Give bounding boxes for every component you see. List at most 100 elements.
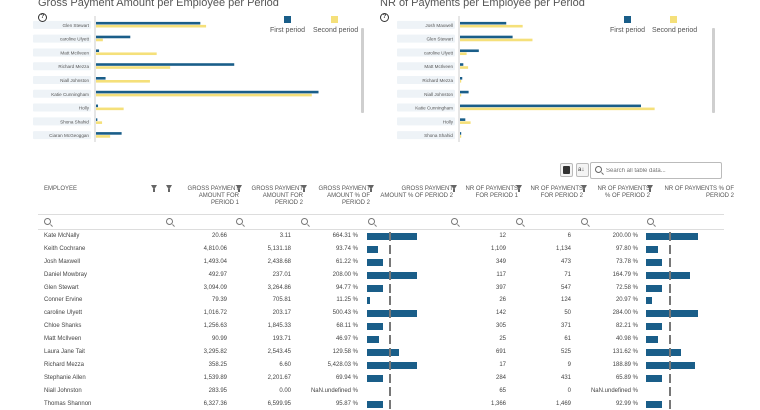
filter-icon[interactable] <box>368 185 374 192</box>
bar-second-period[interactable] <box>460 93 462 97</box>
column-header[interactable]: GROSS PAYMENT AMOUNT % OF PERIOD 2 <box>298 186 372 213</box>
legend-second-period[interactable]: Second period <box>313 16 358 34</box>
legend-second-period[interactable]: Second period <box>652 16 697 34</box>
chart-scrollbar[interactable] <box>361 28 364 113</box>
filter-icon[interactable] <box>581 185 587 192</box>
bar-first-period[interactable] <box>460 21 507 25</box>
chart-scrollbar[interactable] <box>712 28 715 113</box>
bar-second-period[interactable] <box>96 135 111 138</box>
table-row[interactable]: Glen Stewart 3,094.09 3,264.86 94.77 % 397 54… <box>38 282 724 295</box>
table-row[interactable]: Keith Cochrane 4,810.06 5,131.18 93.74 % 1,1… <box>38 243 724 256</box>
table-row[interactable]: Stephanie Allen 1,539.89 2,201.67 69.94 % 28… <box>38 372 724 385</box>
filter-icon[interactable] <box>236 185 242 192</box>
bar-second-period[interactable] <box>460 107 655 111</box>
bar-second-period[interactable] <box>96 38 103 42</box>
bar-first-period[interactable] <box>96 21 201 25</box>
bar-second-period[interactable] <box>460 52 467 56</box>
bar-first-period[interactable] <box>96 63 235 66</box>
bar-first-period[interactable] <box>460 49 479 53</box>
table-row[interactable]: caroline Ulyett 1,016.72 203.17 500.43 % 142… <box>38 307 724 320</box>
bar-first-period[interactable] <box>460 90 469 94</box>
bar-second-period[interactable] <box>96 24 207 28</box>
filter-icon[interactable] <box>516 185 522 192</box>
table-cell-name: Laura Jane Tait <box>44 349 85 356</box>
column-header[interactable]: NR OF PAYMENTS % OF PERIOD 2 <box>578 186 652 213</box>
table-row[interactable]: Laura Jane Tait 3,295.82 2,543.45 129.58 % 6… <box>38 346 724 359</box>
export-button[interactable] <box>560 163 573 177</box>
bar-first-period[interactable] <box>96 49 100 53</box>
column-filter-search-icon[interactable] <box>451 218 458 225</box>
column-header[interactable]: NR OF PAYMENTS FOR PERIOD 2 <box>513 186 585 213</box>
filter-icon[interactable] <box>647 185 653 192</box>
table-row[interactable]: Thomas Shannon 6,327.36 6,599.95 95.87 % 1,3… <box>38 398 724 410</box>
bar-second-period[interactable] <box>96 107 124 111</box>
table-cell-name: Keith Cochrane <box>44 245 86 252</box>
table-row[interactable]: Conner Ervine 79.39 705.81 11.25 % 26 124 20.9… <box>38 294 724 307</box>
bar-second-period[interactable] <box>96 80 150 83</box>
filter-icon[interactable] <box>166 185 172 192</box>
bar-first-period[interactable] <box>96 104 99 108</box>
filter-icon[interactable] <box>451 185 457 192</box>
column-header[interactable]: GROSS PAYMENT AMOUNT FOR PERIOD 2 <box>233 186 305 213</box>
column-header[interactable]: GROSS PAYMENT AMOUNT % OF PERIOD 2 <box>365 186 455 213</box>
bar-second-period[interactable] <box>96 66 171 69</box>
column-header[interactable]: GROSS PAYMENT AMOUNT FOR PERIOD 1 <box>163 186 241 213</box>
table-row[interactable]: Josh Maxwell 1,493.04 2,438.68 61.22 % 349 47… <box>38 256 724 269</box>
bar-first-period[interactable] <box>460 63 464 66</box>
bar-first-period[interactable] <box>460 132 462 135</box>
table-search[interactable] <box>590 162 722 179</box>
filter-icon[interactable] <box>301 185 307 192</box>
table-search-input[interactable] <box>606 165 718 177</box>
category-label-bg <box>397 117 455 126</box>
bar-first-period[interactable] <box>96 132 122 135</box>
table-cell-nr2: 6 <box>567 233 571 239</box>
bar-first-period[interactable] <box>96 35 131 39</box>
help-icon[interactable]: ? <box>38 13 47 22</box>
filter-icon[interactable] <box>151 185 157 192</box>
bar-first-period[interactable] <box>96 77 106 80</box>
percent-bar-fill <box>646 349 681 357</box>
table-row[interactable]: Chloe Shanks 1,256.63 1,845.33 68.11 % 305 37… <box>38 320 724 333</box>
bar-second-period[interactable] <box>460 135 462 138</box>
sort-button[interactable]: a↓ <box>576 163 589 177</box>
percent-bar-marker <box>669 257 672 267</box>
column-header[interactable]: NR OF PAYMENTS % OF PERIOD 2 <box>644 186 736 213</box>
bar-first-period[interactable] <box>460 35 513 39</box>
table-row[interactable]: Matt McIlveen 90.99 193.71 46.97 % 25 61 40.98… <box>38 333 724 346</box>
column-filter-search-icon[interactable] <box>44 218 51 225</box>
bar-second-period[interactable] <box>460 38 533 42</box>
column-filter-search-icon[interactable] <box>236 218 243 225</box>
percent-bar-fill <box>367 361 418 369</box>
sort-icon: a↓ <box>578 167 585 173</box>
column-filter-search-icon[interactable] <box>368 218 375 225</box>
bar-first-period[interactable] <box>96 90 319 94</box>
table-row[interactable]: Kate McNally 20.66 3.11 664.31 % 12 6 200.00 % <box>38 230 724 243</box>
bar-second-period[interactable] <box>460 66 469 69</box>
table-row[interactable]: Daniel Mowbray 492.97 237.01 208.00 % 117 71 1… <box>38 269 724 282</box>
bar-first-period[interactable] <box>460 118 466 121</box>
bar-second-period[interactable] <box>96 93 312 97</box>
bar-first-period[interactable] <box>96 118 98 121</box>
help-icon[interactable]: ? <box>380 13 389 22</box>
table-row[interactable]: Richard Mezza 358.25 6.60 5,428.03 % 17 9 188.… <box>38 359 724 372</box>
column-header[interactable]: NR OF PAYMENTS FOR PERIOD 1 <box>448 186 520 213</box>
bar-second-period[interactable] <box>460 121 471 124</box>
bar-second-period[interactable] <box>460 24 523 28</box>
category-label-bg <box>397 89 455 98</box>
bar-second-period[interactable] <box>460 80 462 83</box>
table-cell-name: Josh Maxwell <box>44 258 81 265</box>
table-row[interactable]: Niall Johnston 283.95 0.00 NaN.undefined % 6… <box>38 385 724 398</box>
bar-second-period[interactable] <box>96 52 157 56</box>
column-filter-search-icon[interactable] <box>166 218 173 225</box>
bar-second-period[interactable] <box>96 121 103 124</box>
category-tick-label: caroline Ulyett <box>60 37 90 42</box>
column-header[interactable]: EMPLOYEE <box>44 186 154 213</box>
bar-first-period[interactable] <box>460 104 641 108</box>
column-filter-search-icon[interactable] <box>301 218 308 225</box>
legend-first-period[interactable]: First period <box>610 16 645 34</box>
column-filter-search-icon[interactable] <box>516 218 523 225</box>
column-filter-search-icon[interactable] <box>581 218 588 225</box>
column-filter-search-icon[interactable] <box>647 218 654 225</box>
bar-first-period[interactable] <box>460 77 463 80</box>
legend-first-period[interactable]: First period <box>270 16 305 34</box>
